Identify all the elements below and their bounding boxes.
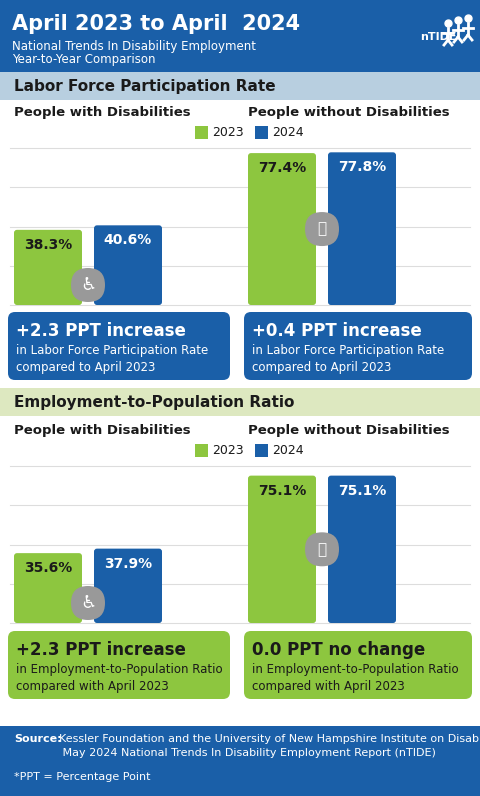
Text: People without Disabilities: People without Disabilities — [248, 424, 450, 437]
Text: 2024: 2024 — [272, 126, 304, 139]
Text: 2024: 2024 — [272, 444, 304, 457]
Text: 2023: 2023 — [212, 126, 244, 139]
Bar — [255, 126, 268, 139]
Text: Kessler Foundation and the University of New Hampshire Institute on Disability
 : Kessler Foundation and the University of… — [52, 734, 480, 758]
Bar — [0, 0, 480, 72]
Text: 75.1%: 75.1% — [258, 484, 306, 498]
FancyBboxPatch shape — [305, 533, 339, 566]
Text: 75.1%: 75.1% — [338, 484, 386, 498]
FancyBboxPatch shape — [71, 586, 105, 620]
Text: ♿: ♿ — [80, 594, 96, 612]
FancyBboxPatch shape — [8, 631, 230, 699]
Text: 77.4%: 77.4% — [258, 161, 306, 175]
Text: Year-to-Year Comparison: Year-to-Year Comparison — [12, 53, 156, 66]
Text: 0.0 PPT no change: 0.0 PPT no change — [252, 641, 425, 659]
Text: 35.6%: 35.6% — [24, 561, 72, 576]
Bar — [195, 444, 208, 457]
Text: 2023: 2023 — [212, 444, 244, 457]
FancyBboxPatch shape — [248, 476, 316, 623]
FancyBboxPatch shape — [248, 153, 316, 305]
Text: 🚶: 🚶 — [317, 542, 326, 557]
Text: People without Disabilities: People without Disabilities — [248, 106, 450, 119]
Bar — [390, 8, 472, 64]
Text: +0.4 PPT increase: +0.4 PPT increase — [252, 322, 422, 340]
FancyBboxPatch shape — [71, 268, 105, 302]
FancyBboxPatch shape — [8, 312, 230, 380]
Text: in Labor Force Participation Rate
compared to April 2023: in Labor Force Participation Rate compar… — [252, 344, 444, 374]
Bar — [0, 98, 480, 388]
FancyBboxPatch shape — [244, 312, 472, 380]
Bar — [255, 444, 268, 457]
Bar — [0, 72, 480, 100]
Bar — [0, 726, 480, 796]
Bar — [0, 416, 480, 706]
Text: 40.6%: 40.6% — [104, 233, 152, 248]
Text: 38.3%: 38.3% — [24, 238, 72, 252]
Text: in Employment-to-Population Ratio
compared with April 2023: in Employment-to-Population Ratio compar… — [252, 663, 458, 693]
Text: *PPT = Percentage Point: *PPT = Percentage Point — [14, 772, 151, 782]
FancyBboxPatch shape — [94, 225, 162, 305]
Text: nTIDE: nTIDE — [420, 32, 456, 42]
Bar — [195, 126, 208, 139]
Text: +2.3 PPT increase: +2.3 PPT increase — [16, 322, 186, 340]
Bar — [0, 388, 480, 416]
Text: in Employment-to-Population Ratio
compared with April 2023: in Employment-to-Population Ratio compar… — [16, 663, 223, 693]
FancyBboxPatch shape — [328, 476, 396, 623]
FancyBboxPatch shape — [328, 152, 396, 305]
Text: 77.8%: 77.8% — [338, 160, 386, 174]
FancyBboxPatch shape — [94, 548, 162, 623]
Text: +2.3 PPT increase: +2.3 PPT increase — [16, 641, 186, 659]
Text: April 2023 to April  2024: April 2023 to April 2024 — [12, 14, 300, 34]
Text: ♿: ♿ — [80, 276, 96, 294]
FancyBboxPatch shape — [14, 230, 82, 305]
Text: 37.9%: 37.9% — [104, 556, 152, 571]
Text: Source:: Source: — [14, 734, 61, 744]
Text: National Trends In Disability Employment: National Trends In Disability Employment — [12, 40, 256, 53]
Text: 🚶: 🚶 — [317, 221, 326, 236]
FancyBboxPatch shape — [244, 631, 472, 699]
Text: in Labor Force Participation Rate
compared to April 2023: in Labor Force Participation Rate compar… — [16, 344, 208, 374]
Text: Labor Force Participation Rate: Labor Force Participation Rate — [14, 79, 276, 93]
FancyBboxPatch shape — [14, 553, 82, 623]
Text: People with Disabilities: People with Disabilities — [14, 106, 191, 119]
Text: People with Disabilities: People with Disabilities — [14, 424, 191, 437]
Text: Employment-to-Population Ratio: Employment-to-Population Ratio — [14, 395, 294, 409]
FancyBboxPatch shape — [305, 212, 339, 246]
